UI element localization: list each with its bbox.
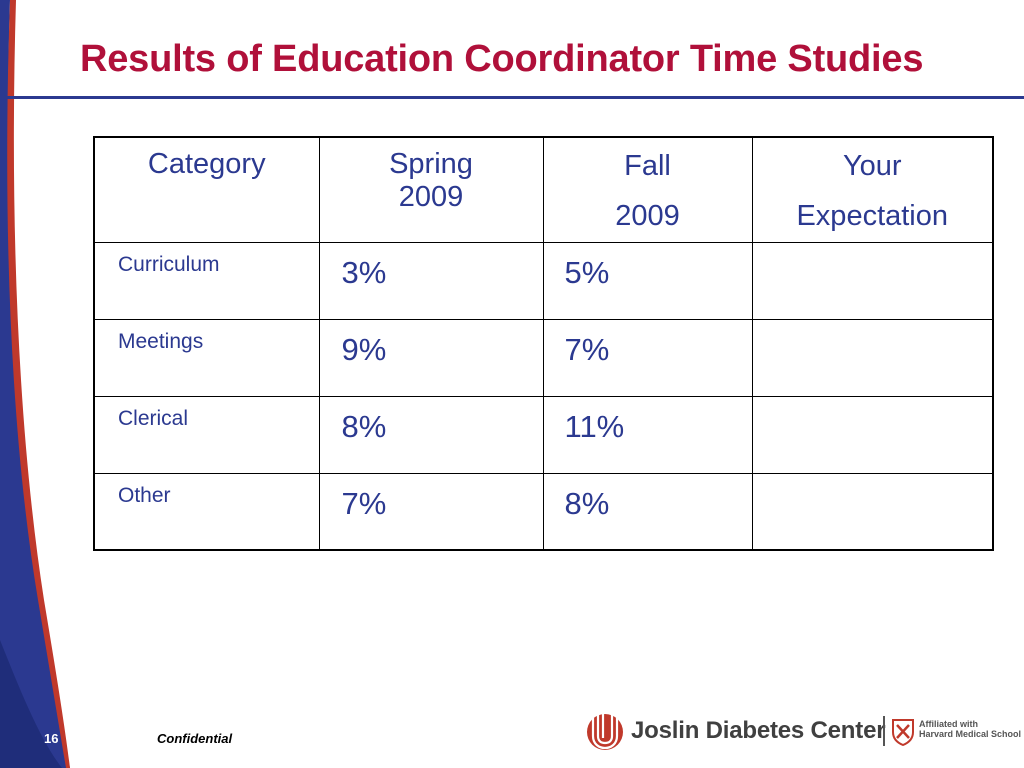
header-expectation-line2: Expectation	[796, 199, 949, 232]
header-category-label: Category	[147, 148, 266, 180]
row-category: Other	[93, 472, 320, 551]
row-expectation-value	[751, 318, 994, 397]
logo-divider	[883, 716, 885, 746]
row-expectation-value	[751, 472, 994, 551]
row-category: Meetings	[93, 318, 320, 397]
harvard-affiliation: Affiliated with Harvard Medical School	[919, 719, 1022, 740]
confidential-label: Confidential	[157, 731, 233, 746]
left-decorative-swoosh	[0, 0, 70, 768]
row-fall-value: 7%	[542, 318, 753, 397]
affiliation-line2: Harvard Medical School	[919, 728, 1022, 739]
joslin-logo: Joslin Diabetes Center Affiliated with H…	[585, 706, 1021, 756]
header-spring-label: Spring	[389, 148, 473, 180]
header-fall-2009: Fall 2009	[542, 136, 753, 243]
row-spring-value: 8%	[318, 395, 544, 474]
row-expectation-value	[751, 241, 994, 320]
header-spring-year: 2009	[398, 181, 464, 214]
page-number: 16	[44, 731, 59, 746]
header-your-expectation: Your Expectation	[751, 136, 994, 243]
title-underline-rule	[0, 96, 1024, 99]
table-row: Clerical 8% 11%	[93, 395, 994, 474]
row-expectation-value	[751, 395, 994, 474]
harvard-shield-icon	[892, 719, 914, 746]
row-fall-value: 5%	[542, 241, 753, 320]
header-category: Category	[93, 136, 320, 243]
header-spring-2009: Spring 2009	[318, 136, 544, 243]
row-spring-value: 7%	[318, 472, 544, 551]
row-spring-value: 3%	[318, 241, 544, 320]
table-row: Curriculum 3% 5%	[93, 241, 994, 320]
header-fall-year: 2009	[615, 199, 680, 232]
row-fall-value: 11%	[542, 395, 753, 474]
joslin-circle-mark-icon	[587, 710, 623, 750]
row-category: Curriculum	[93, 241, 320, 320]
row-fall-value: 8%	[542, 472, 753, 551]
results-table: Category Spring 2009 Fall 2009 Your Expe…	[93, 136, 994, 552]
row-spring-value: 9%	[318, 318, 544, 397]
table-header-row: Category Spring 2009 Fall 2009 Your Expe…	[93, 136, 994, 243]
affiliation-line1: Affiliated with	[919, 719, 978, 729]
slide-title: Results of Education Coordinator Time St…	[80, 38, 924, 80]
table-row: Meetings 9% 7%	[93, 318, 994, 397]
header-expectation-line1: Your	[842, 150, 902, 182]
joslin-name: Joslin Diabetes Center	[631, 717, 886, 744]
row-category: Clerical	[93, 395, 320, 474]
table-row: Other 7% 8%	[93, 472, 994, 551]
header-fall-label: Fall	[624, 150, 671, 182]
